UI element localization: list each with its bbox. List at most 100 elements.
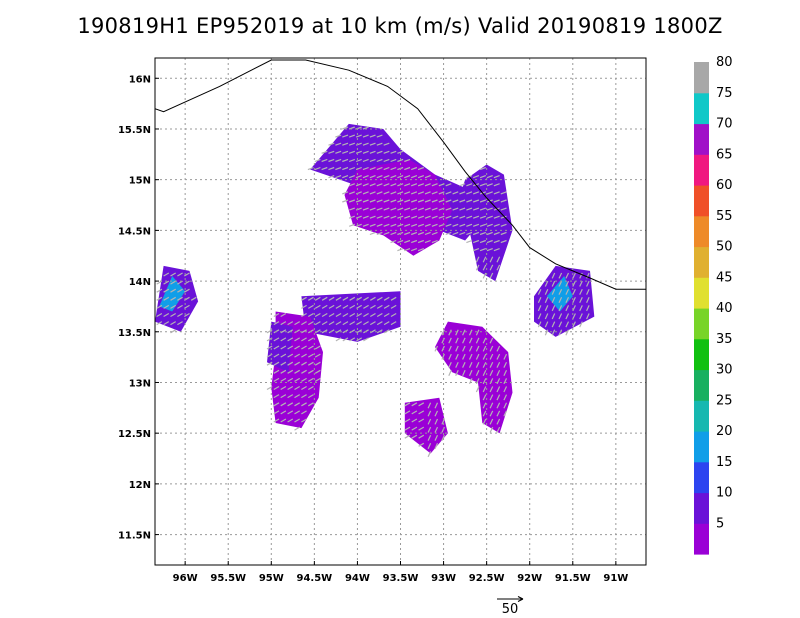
wind-vector bbox=[335, 304, 342, 309]
y-tick-label: 12N bbox=[129, 480, 151, 491]
wind-vector bbox=[342, 199, 349, 203]
wind-vector bbox=[537, 321, 542, 328]
wind-vector bbox=[486, 223, 493, 227]
wind-vector bbox=[156, 288, 163, 293]
wind-vector bbox=[493, 191, 500, 195]
wind-vector bbox=[321, 304, 328, 309]
wind-vector bbox=[486, 183, 493, 187]
wind-vector bbox=[448, 353, 452, 360]
wind-vector bbox=[156, 280, 163, 285]
wind-vector bbox=[383, 312, 390, 318]
graticule bbox=[155, 58, 646, 565]
wind-vector bbox=[287, 345, 294, 350]
wind-vector bbox=[321, 158, 328, 163]
wind-vector bbox=[383, 166, 390, 171]
wind-vector bbox=[475, 361, 480, 368]
wind-vector bbox=[482, 337, 487, 344]
wind-vector bbox=[294, 410, 300, 415]
wind-vector bbox=[424, 223, 431, 227]
wind-vector bbox=[376, 134, 383, 138]
y-tick-label: 12.5N bbox=[118, 429, 151, 440]
colorbar-label: 15 bbox=[716, 455, 733, 470]
wind-vector bbox=[328, 150, 335, 154]
wind-vector bbox=[558, 329, 563, 336]
wind-vector bbox=[170, 312, 176, 318]
wind-vector bbox=[468, 361, 473, 368]
wind-vector bbox=[294, 402, 300, 407]
wind-vector bbox=[479, 223, 486, 227]
wind-vector bbox=[418, 442, 425, 447]
wind-vector bbox=[434, 402, 439, 409]
wind-vector bbox=[489, 272, 494, 279]
wind-vector bbox=[280, 402, 287, 407]
wind-vector bbox=[376, 231, 383, 236]
wind-vector bbox=[383, 223, 390, 227]
wind-vector bbox=[417, 166, 425, 171]
wind-vector bbox=[493, 248, 500, 252]
wind-region bbox=[404, 397, 448, 454]
wind-vector bbox=[376, 191, 383, 195]
wind-vector bbox=[376, 158, 383, 163]
x-tick-label: 92.5W bbox=[469, 573, 505, 584]
wind-vector bbox=[404, 239, 411, 244]
wind-vector bbox=[466, 207, 473, 211]
y-tick-label: 13.5N bbox=[118, 328, 151, 339]
wind-vector bbox=[369, 158, 376, 163]
wind-region bbox=[267, 321, 293, 373]
wind-vector bbox=[163, 272, 170, 277]
wind-vector bbox=[335, 150, 342, 154]
wind-vector bbox=[294, 418, 300, 423]
wind-vector bbox=[355, 215, 362, 219]
wind-vector bbox=[177, 280, 183, 285]
wind-vector bbox=[301, 361, 307, 366]
colorbar-label: 80 bbox=[716, 55, 733, 70]
wind-vector bbox=[452, 223, 459, 227]
wind-vector bbox=[335, 329, 342, 334]
wind-vector bbox=[280, 377, 287, 382]
wind-vector bbox=[369, 150, 376, 154]
wind-vector bbox=[586, 288, 590, 295]
wind-vector bbox=[163, 296, 170, 301]
wind-vector bbox=[355, 183, 362, 187]
wind-vector bbox=[177, 304, 183, 309]
x-tick-label: 96W bbox=[173, 573, 198, 584]
wind-vector bbox=[418, 418, 425, 423]
wind-vector bbox=[376, 150, 383, 154]
wind-vector bbox=[390, 199, 397, 203]
colorbar-swatch bbox=[694, 400, 709, 432]
wind-vector bbox=[390, 207, 397, 211]
wind-vector bbox=[466, 199, 473, 203]
wind-vector bbox=[479, 175, 487, 179]
wind-vector bbox=[294, 394, 300, 399]
wind-vector bbox=[410, 175, 418, 179]
wind-vector bbox=[294, 321, 300, 326]
wind-vector bbox=[348, 158, 356, 163]
wind-vector bbox=[280, 321, 287, 326]
wind-vector bbox=[410, 239, 418, 244]
wind-vector bbox=[475, 329, 480, 336]
wind-vector bbox=[472, 239, 480, 244]
wind-vector bbox=[342, 296, 349, 301]
wind-vector bbox=[427, 451, 432, 458]
wind-vector bbox=[417, 175, 425, 179]
wind-vector bbox=[579, 313, 583, 320]
wind-vector bbox=[314, 377, 321, 382]
wind-vector bbox=[383, 321, 390, 326]
wind-vector bbox=[301, 337, 307, 342]
wind-vector bbox=[434, 443, 439, 450]
wind-vector bbox=[314, 345, 321, 350]
colorbar-swatch bbox=[694, 277, 709, 309]
wind-vector bbox=[489, 394, 494, 401]
wind-vector bbox=[496, 402, 501, 409]
wind-vector bbox=[163, 288, 170, 293]
wind-vector bbox=[500, 231, 507, 236]
wind-vector bbox=[301, 329, 307, 334]
wind-vector bbox=[424, 199, 431, 203]
wind-vector bbox=[287, 418, 294, 423]
wind-vector bbox=[424, 215, 431, 219]
wind-vector bbox=[376, 166, 383, 171]
wind-vector bbox=[475, 256, 480, 263]
wind-vector bbox=[314, 296, 321, 301]
wind-vector bbox=[551, 272, 556, 279]
wind-vector bbox=[376, 142, 383, 146]
